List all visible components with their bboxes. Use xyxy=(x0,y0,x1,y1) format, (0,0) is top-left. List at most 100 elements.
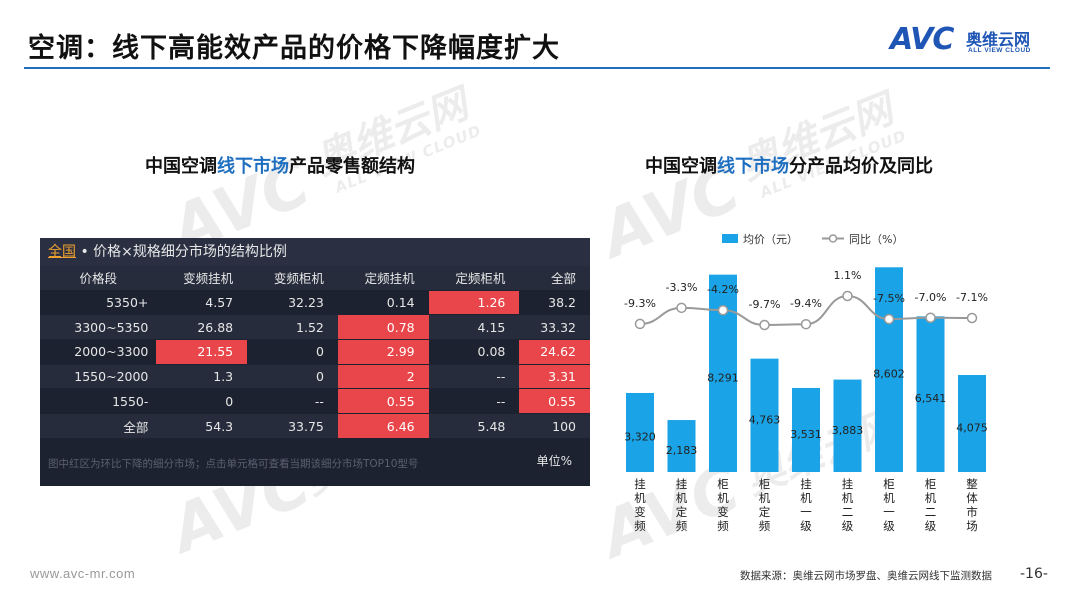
bar xyxy=(833,379,862,472)
table-cell[interactable]: 0 xyxy=(247,363,338,389)
column-header: 变频柜机 xyxy=(247,266,338,290)
logo-mark: AVC xyxy=(890,22,954,57)
table-cell[interactable]: 1.3 xyxy=(156,363,248,389)
company-logo: AVC 奥维云网 ALL VIEW CLOUD xyxy=(890,22,1060,58)
bar xyxy=(667,420,696,472)
x-tick-label: 柜机定频 xyxy=(759,477,771,533)
bar-value-label: 4,075 xyxy=(956,422,988,435)
table-cell[interactable]: 0.55 xyxy=(337,388,429,414)
bar xyxy=(792,387,820,472)
price-yoy-chart: 均价（元） 同比（%） 3,320 2,183 8,291 4,763 3,531 3,88… xyxy=(624,233,988,533)
right-title-highlight: 线下市场 xyxy=(717,156,789,177)
line-point xyxy=(676,302,687,314)
table-cell[interactable]: 38.2 xyxy=(519,289,590,315)
x-tick-label: 挂机二级 xyxy=(842,477,854,533)
table-cell[interactable]: 24.62 xyxy=(519,338,590,365)
line-value-label: -7.1% xyxy=(956,291,988,304)
legend-label: 均价（元） xyxy=(743,233,798,246)
table-cell[interactable]: -- xyxy=(247,388,338,414)
bar-value-label: 8,602 xyxy=(873,368,905,381)
legend-line-marker xyxy=(828,234,838,243)
line-point xyxy=(717,304,729,316)
title-divider xyxy=(24,67,1050,69)
bar xyxy=(875,267,903,472)
left-title-highlight: 线下市场 xyxy=(217,156,289,177)
column-header: 价格段 xyxy=(40,266,157,290)
line-point xyxy=(842,290,853,302)
table-cell[interactable]: -- xyxy=(428,363,520,389)
right-chart-title: 中国空调线下市场分产品均价及同比 xyxy=(645,152,933,178)
structure-table: 价格段 变频挂机 变频柜机 定频挂机 定频柜机 全部 5350+ 4.57 32.2… xyxy=(40,266,590,439)
panel-note: 图中红区为环比下降的细分市场；点击单元格可查看当期该细分市场TOP10型号 xyxy=(48,458,419,470)
table-cell[interactable]: 2 xyxy=(337,363,429,389)
table-cell[interactable]: 4.57 xyxy=(156,289,248,315)
x-tick-label: 挂机一级 xyxy=(800,477,812,533)
row-label: 1550~2000 xyxy=(40,363,157,389)
row-label: 3300~5350 xyxy=(40,314,157,340)
table-cell[interactable]: 54.3 xyxy=(156,412,248,439)
row-label: 5350+ xyxy=(40,289,157,315)
table-cell[interactable]: 0.55 xyxy=(519,388,590,414)
table-cell[interactable]: 4.15 xyxy=(428,314,520,340)
table-cell[interactable]: 0 xyxy=(156,388,248,414)
structure-table-panel: 全国 • 价格×规格细分市场的结构比例 价格段 变频挂机 变频柜机 定频挂机 定… xyxy=(40,238,590,486)
left-chart-title: 中国空调线下市场产品零售额结构 xyxy=(145,152,415,178)
line-point xyxy=(759,319,770,331)
line-value-label: -7.0% xyxy=(915,291,947,304)
scope-selector[interactable]: 全国 xyxy=(48,244,76,260)
line-value-label: -9.4% xyxy=(790,297,822,310)
logo-en-text: ALL VIEW CLOUD xyxy=(968,47,1031,54)
table-row: 3300~5350 26.88 1.52 0.78 4.15 33.32 xyxy=(40,314,590,340)
logo-cn-text: 奥维云网 xyxy=(966,30,1031,49)
right-title-pre: 中国空调 xyxy=(645,156,717,177)
right-title-post: 分产品均价及同比 xyxy=(789,156,933,177)
chart-legend: 均价（元） 同比（%） xyxy=(722,233,903,246)
line-point xyxy=(925,312,936,323)
table-cell[interactable]: 32.23 xyxy=(247,289,338,315)
x-tick-label: 整体市场 xyxy=(966,477,978,533)
table-cell[interactable]: 33.32 xyxy=(519,314,590,340)
bar-value-label: 8,291 xyxy=(707,371,739,384)
line-point xyxy=(634,318,646,330)
x-tick-label: 柜机一级 xyxy=(883,477,895,533)
bar xyxy=(916,316,945,472)
panel-header: 全国 • 价格×规格细分市场的结构比例 xyxy=(40,238,590,266)
bar-value-label: 3,883 xyxy=(832,424,864,437)
row-label: 全部 xyxy=(40,412,157,439)
table-cell[interactable]: 0 xyxy=(247,338,338,365)
table-cell[interactable]: 1.26 xyxy=(428,289,520,315)
table-cell[interactable]: 0.78 xyxy=(337,314,429,340)
column-header: 变频挂机 xyxy=(156,266,248,290)
table-cell[interactable]: 6.46 xyxy=(337,412,429,439)
bar-value-label: 3,531 xyxy=(790,428,822,441)
bar xyxy=(958,375,986,472)
table-cell[interactable]: 3.31 xyxy=(519,363,590,389)
table-cell[interactable]: 26.88 xyxy=(156,314,248,340)
x-tick-label: 柜机变频 xyxy=(717,477,729,533)
footer-url: www.avc-mr.com xyxy=(30,566,136,581)
table-cell[interactable]: 0.14 xyxy=(337,289,429,315)
page-number: -16- xyxy=(1020,566,1048,582)
line-point xyxy=(966,312,978,324)
table-row: 5350+ 4.57 32.23 0.14 1.26 38.2 xyxy=(40,289,590,315)
table-row: 1550- 0 -- 0.55 -- 0.55 xyxy=(40,388,590,414)
x-tick-label: 挂机定频 xyxy=(676,477,688,533)
table-cell[interactable]: -- xyxy=(428,388,520,414)
bar-value-label: 3,320 xyxy=(624,430,656,443)
line-value-label: -7.5% xyxy=(873,292,905,305)
table-cell[interactable]: 5.48 xyxy=(428,412,520,439)
table-cell[interactable]: 100 xyxy=(519,412,590,439)
unit-label: 单位% xyxy=(536,454,572,468)
table-cell[interactable]: 0.08 xyxy=(428,338,520,365)
table-cell[interactable]: 1.52 xyxy=(247,314,338,340)
bar-value-label: 2,183 xyxy=(666,444,698,457)
x-tick-label: 挂机变频 xyxy=(634,477,646,533)
table-cell[interactable]: 21.55 xyxy=(156,338,248,365)
left-title-post: 产品零售额结构 xyxy=(289,156,415,177)
row-label: 1550- xyxy=(40,388,157,414)
table-cell[interactable]: 33.75 xyxy=(247,412,338,439)
left-title-pre: 中国空调 xyxy=(145,156,217,177)
table-cell[interactable]: 2.99 xyxy=(337,338,429,365)
column-header: 定频柜机 xyxy=(428,266,520,290)
bar-value-label: 6,541 xyxy=(915,392,947,405)
